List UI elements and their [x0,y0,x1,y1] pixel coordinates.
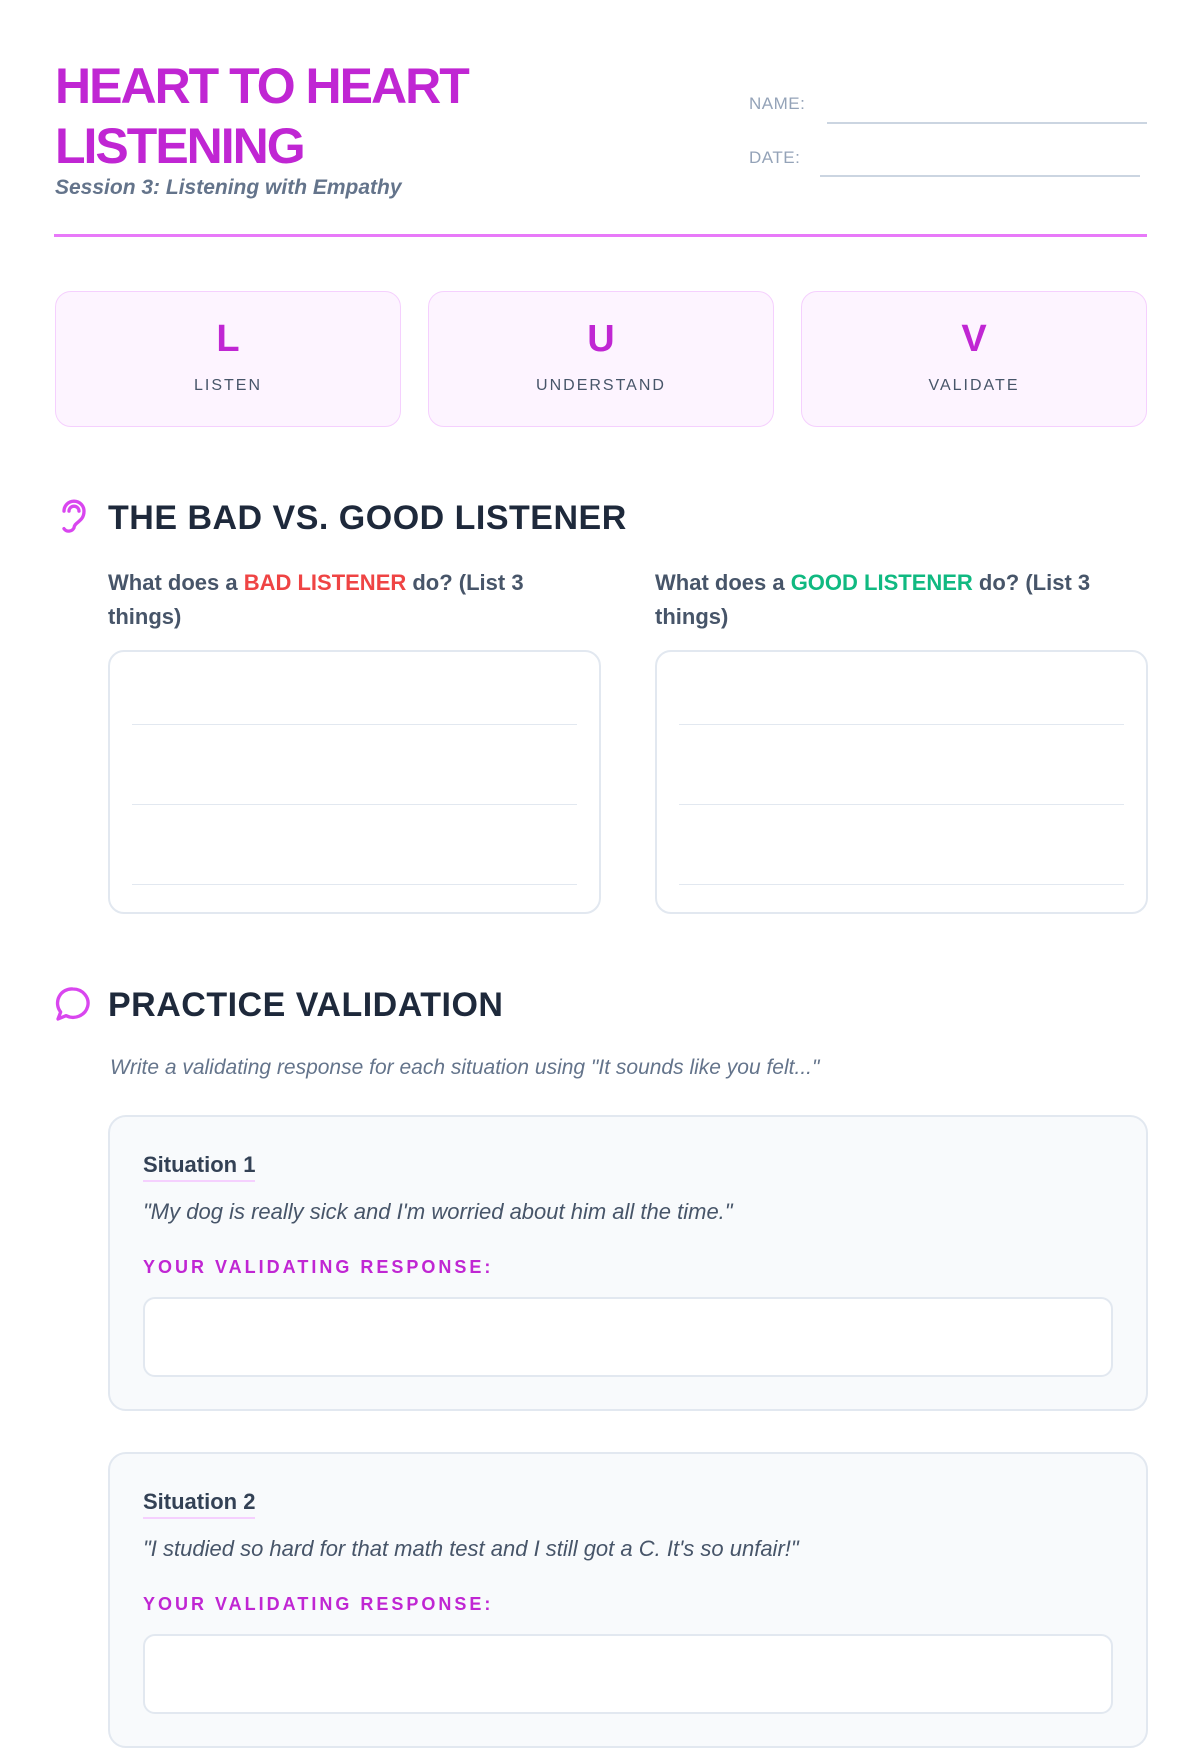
answer-line [679,884,1124,885]
good-listener-answer-box[interactable] [655,650,1148,914]
situation-label: Situation 1 [143,1152,256,1182]
answer-line [679,724,1124,725]
situation-card: Situation 1 "My dog is really sick and I… [108,1115,1148,1411]
response-label: YOUR VALIDATING RESPONSE: [143,1257,494,1277]
situation-label: Situation 2 [143,1489,256,1519]
date-field[interactable] [820,159,1140,177]
validation-instruction: Write a validating response for each sit… [110,1056,820,1079]
section-title-listener: THE BAD VS. GOOD LISTENER [108,499,627,537]
name-label: NAME: [749,94,806,113]
good-listener-keyword: GOOD LISTENER [790,570,973,595]
card-letter: U [587,318,615,360]
bad-listener-keyword: BAD LISTENER [243,570,407,595]
question-text: do? (List 3 things) [108,570,524,629]
section-title-validation: PRACTICE VALIDATION [108,986,504,1024]
good-listener-question: What does a GOOD LISTENER do? (List 3 th… [655,566,1115,634]
question-text: What does a [655,570,791,595]
ear-icon [62,499,86,533]
situation-quote: "My dog is really sick and I'm worried a… [143,1199,733,1224]
situation-card: Situation 2 "I studied so hard for that … [108,1452,1148,1748]
answer-line [679,804,1124,805]
validating-response-input[interactable] [143,1634,1113,1714]
question-text: do? (List 3 things) [655,570,1091,629]
card-word: VALIDATE [928,377,1020,394]
bad-listener-answer-box[interactable] [108,650,601,914]
name-field[interactable] [827,106,1147,124]
date-label: DATE: [749,148,801,167]
page-subtitle: Session 3: Listening with Empathy [55,176,402,199]
card-word: UNDERSTAND [536,377,666,394]
luv-card-listen: L LISTEN [55,291,401,427]
card-letter: V [961,318,987,360]
page-title: HEART TO HEART LISTENING [55,58,470,174]
situation-quote: "I studied so hard for that math test an… [143,1536,799,1561]
card-letter: L [216,318,240,360]
luv-card-validate: V VALIDATE [801,291,1147,427]
response-label: YOUR VALIDATING RESPONSE: [143,1594,494,1614]
bad-listener-question: What does a BAD LISTENER do? (List 3 thi… [108,566,568,634]
header-divider [54,234,1147,237]
answer-line [132,884,577,885]
answer-line [132,724,577,725]
luv-card-understand: U UNDERSTAND [428,291,774,427]
question-text: What does a [108,570,244,595]
card-word: LISTEN [193,377,262,394]
answer-line [132,804,577,805]
validating-response-input[interactable] [143,1297,1113,1377]
speech-bubble-icon [55,987,90,1021]
